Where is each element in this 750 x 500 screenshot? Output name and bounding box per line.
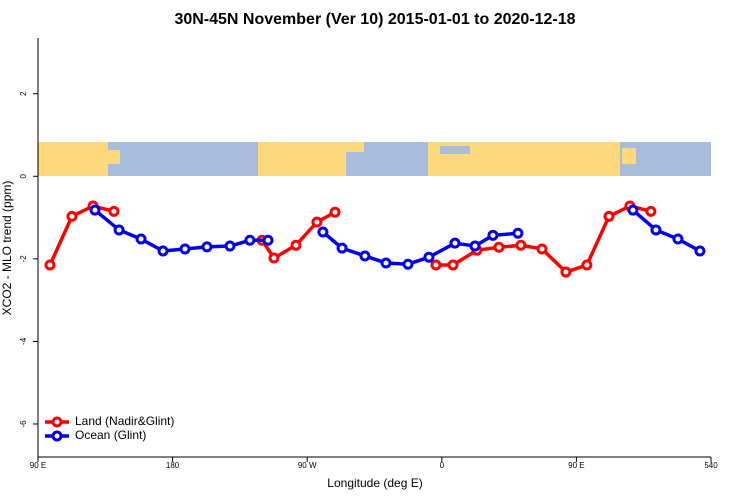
- y-tick-label: -2: [19, 255, 28, 263]
- y-axis-label: XCO2 - MLO trend (ppm): [0, 181, 14, 316]
- data-point: [262, 234, 274, 246]
- data-point: [108, 205, 120, 217]
- data-point: [89, 204, 101, 216]
- data-point: [694, 245, 706, 257]
- chart-title: 30N-45N November (Ver 10) 2015-01-01 to …: [174, 11, 575, 28]
- data-point: [423, 251, 435, 263]
- x-tick-label: 0: [440, 461, 445, 470]
- data-point: [512, 227, 524, 239]
- data-point: [380, 257, 392, 269]
- data-point: [560, 266, 572, 278]
- data-point: [135, 233, 147, 245]
- data-point: [157, 245, 169, 257]
- x-tick-label: 90 W: [298, 461, 317, 470]
- data-point: [449, 237, 461, 249]
- data-point: [311, 216, 323, 228]
- data-point: [179, 243, 191, 255]
- y-tick-label: 2: [19, 91, 28, 96]
- data-point: [536, 243, 548, 255]
- x-tick-label: 540: [704, 461, 718, 470]
- data-point: [290, 239, 302, 251]
- x-axis-label: Longitude (deg E): [327, 476, 422, 490]
- data-point: [336, 242, 348, 254]
- data-point: [402, 258, 414, 270]
- x-tick-label: 180: [166, 461, 180, 470]
- data-point: [244, 234, 256, 246]
- legend-marker: [51, 430, 63, 442]
- data-point: [447, 259, 459, 271]
- x-tick-label: 90 E: [568, 461, 584, 470]
- data-point: [268, 252, 280, 264]
- data-point: [487, 229, 499, 241]
- data-point: [359, 250, 371, 262]
- data-point: [469, 240, 481, 252]
- data-point: [329, 206, 341, 218]
- data-point: [66, 210, 78, 222]
- data-point: [44, 259, 56, 271]
- legend-label: Ocean (Glint): [75, 428, 146, 442]
- y-tick-label: 0: [19, 174, 28, 179]
- y-tick-label: -4: [19, 337, 28, 345]
- y-tick-label: -6: [19, 420, 28, 428]
- data-point: [317, 226, 329, 238]
- legend-marker: [51, 416, 63, 428]
- data-point: [672, 233, 684, 245]
- map-strip: [38, 142, 711, 176]
- data-point: [627, 204, 639, 216]
- data-point: [515, 239, 527, 251]
- data-point: [581, 259, 593, 271]
- x-tick-label: 90 E: [30, 461, 46, 470]
- legend-label: Land (Nadir&Glint): [75, 414, 174, 428]
- data-point: [645, 205, 657, 217]
- data-point: [201, 241, 213, 253]
- data-point: [603, 210, 615, 222]
- data-point: [430, 259, 442, 271]
- data-point: [493, 241, 505, 253]
- data-point: [113, 224, 125, 236]
- data-point: [650, 224, 662, 236]
- data-point: [224, 240, 236, 252]
